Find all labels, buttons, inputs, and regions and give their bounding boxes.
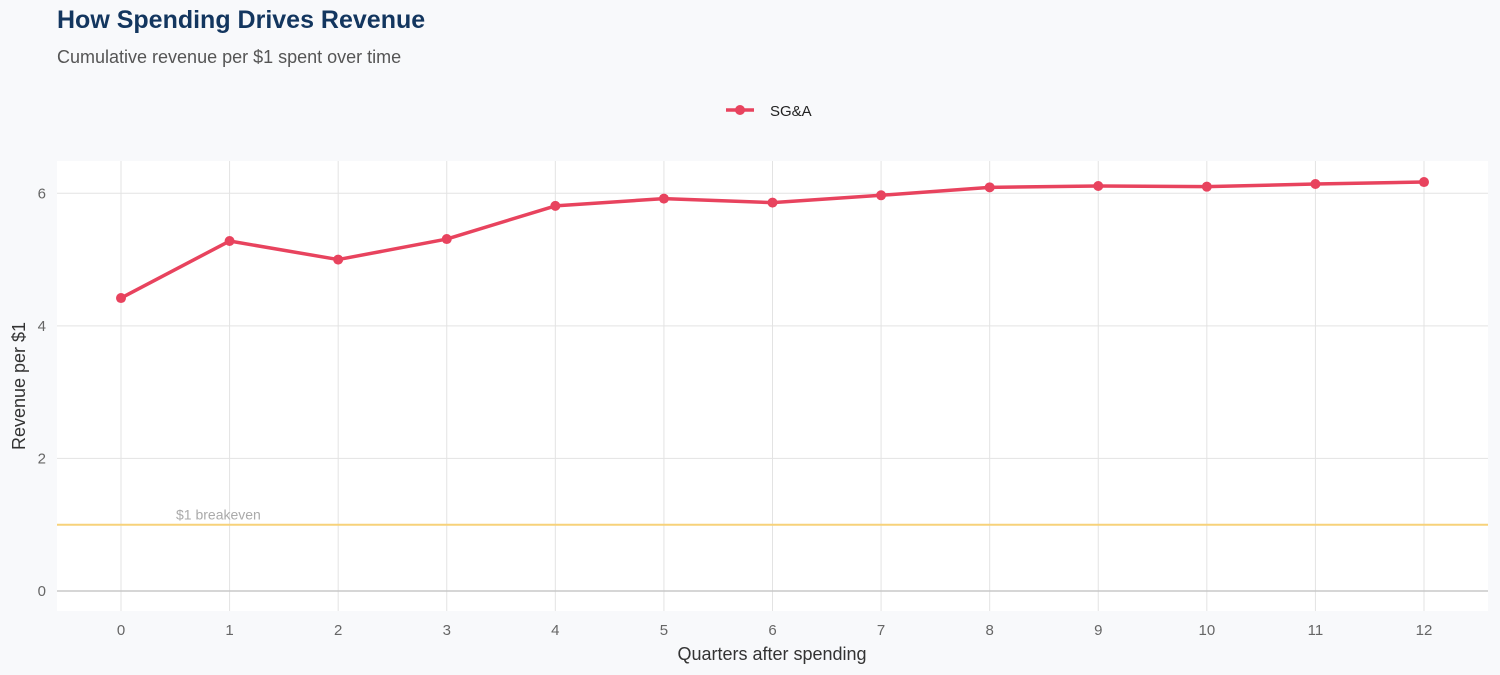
x-tick-label: 3 <box>443 622 451 639</box>
x-tick-label: 4 <box>551 622 559 639</box>
data-point <box>984 182 995 193</box>
data-point <box>658 193 669 204</box>
chart-subtitle: Cumulative revenue per $1 spent over tim… <box>57 47 402 67</box>
x-tick-label: 6 <box>768 622 776 639</box>
x-tick-label: 10 <box>1198 622 1215 639</box>
data-point <box>767 197 778 208</box>
legend-swatch-point <box>735 105 745 115</box>
legend-label: SG&A <box>770 103 812 120</box>
y-tick-label: 0 <box>38 583 46 600</box>
x-tick-label: 8 <box>985 622 993 639</box>
x-axis-title: Quarters after spending <box>677 644 866 664</box>
x-tick-label: 5 <box>660 622 668 639</box>
y-tick-label: 6 <box>38 185 46 202</box>
data-point <box>1310 179 1321 190</box>
x-tick-label: 0 <box>117 622 125 639</box>
y-axis-title: Revenue per $1 <box>9 322 29 450</box>
data-point <box>1201 181 1212 192</box>
data-point <box>550 200 561 211</box>
x-tick-label: 9 <box>1094 622 1102 639</box>
data-point <box>1419 177 1429 188</box>
data-point <box>116 293 126 304</box>
data-point <box>1093 181 1104 192</box>
data-point <box>224 236 235 247</box>
x-tick-label: 12 <box>1416 622 1433 639</box>
x-tick-label: 1 <box>225 622 233 639</box>
data-point <box>333 254 344 265</box>
data-point <box>441 234 452 245</box>
x-tick-label: 2 <box>334 622 342 639</box>
y-tick-label: 2 <box>38 450 46 467</box>
x-tick-label: 7 <box>877 622 885 639</box>
chart-title: How Spending Drives Revenue <box>57 6 426 34</box>
data-point <box>876 190 887 201</box>
x-tick-label: 11 <box>1308 622 1324 639</box>
y-tick-label: 4 <box>38 318 46 335</box>
breakeven-label: $1 breakeven <box>176 507 261 523</box>
